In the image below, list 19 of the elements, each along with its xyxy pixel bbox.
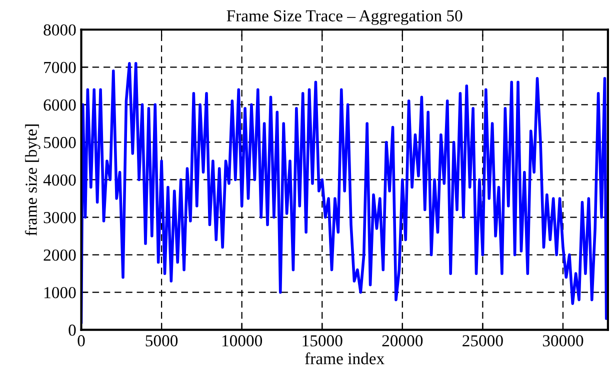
x-tick-label: 5000 <box>146 335 178 346</box>
y-tick-label: 1000 <box>44 287 76 298</box>
y-tick-label: 7000 <box>44 62 76 74</box>
x-tick-label: 10000 <box>222 335 262 346</box>
x-axis-title: frame index <box>305 352 384 364</box>
y-tick-label: 8000 <box>44 24 76 36</box>
y-tick-label: 4000 <box>43 174 76 186</box>
y-tick-label: 6000 <box>44 99 76 111</box>
y-tick-label: 5000 <box>44 136 76 148</box>
y-tick-label: 0 <box>68 324 76 336</box>
x-tick-label: 30000 <box>542 335 584 346</box>
x-tick-label: 20000 <box>382 335 423 346</box>
x-tick-label: 0 <box>78 335 85 346</box>
chart-title: Frame Size Trace – Aggregation 50 <box>226 10 462 25</box>
x-tick-label: 15000 <box>302 335 342 346</box>
y-tick-label: 2000 <box>44 249 76 261</box>
x-tick-label: 25000 <box>462 335 503 346</box>
y-axis-title: frame size [byte] <box>24 124 40 236</box>
y-tick-label: 3000 <box>44 212 76 224</box>
